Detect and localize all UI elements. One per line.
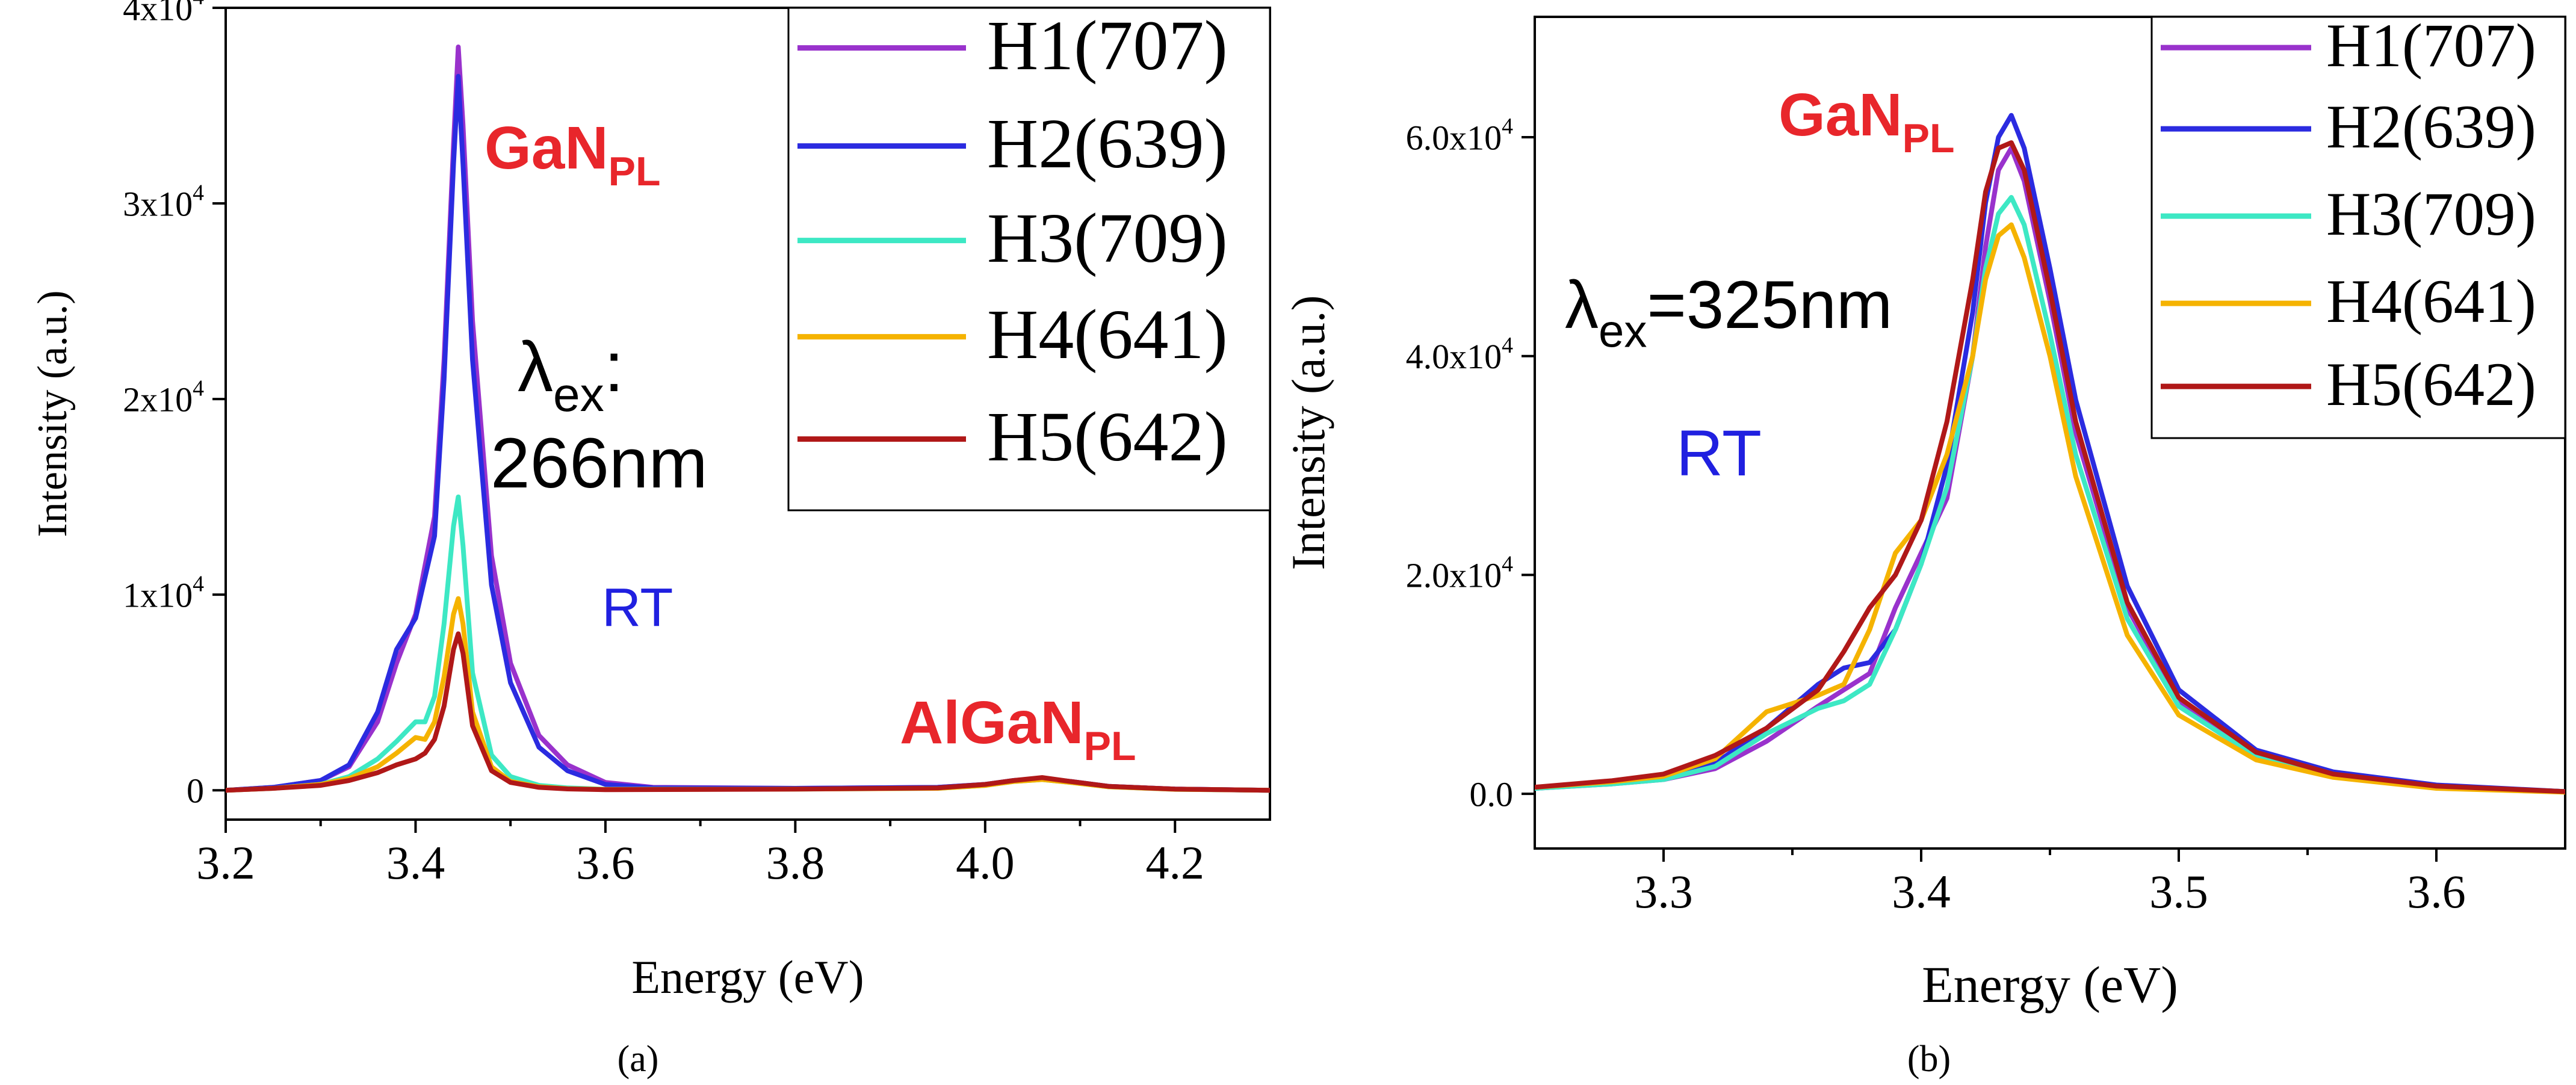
y-tick-label: 3x104 [123,180,204,223]
annotation-subscript: ex [1599,306,1647,357]
legend: H1(707) H2(639) H3(709) H4(641) H5(642) [787,6,1271,512]
y-tick-label: 4x104 [123,0,204,28]
annotation: λex=325nm [1565,267,1892,357]
annotation-text: λ [1565,267,1599,342]
annotation-text: AlGaN [900,689,1084,756]
chart-a: 3.23.43.63.84.04.201x1042x1043x1044x104E… [29,0,1271,1080]
y-tick-label: 0 [187,771,204,811]
y-tick-exponent: 4 [193,571,204,596]
legend-label: H5(642) [2326,350,2536,419]
annotation-text: λ [518,327,553,407]
panel-caption: (b) [1907,1039,1951,1080]
legend-label: H4(641) [2326,267,2536,336]
annotation-text: RT [602,578,673,638]
y-tick-exponent: 4 [1502,333,1513,358]
annotation-line2: 266nm [491,424,708,503]
x-axis-label: Energy (eV) [1922,956,2178,1013]
x-tick-label: 3.4 [386,836,445,889]
annotation-suffix: : [604,327,624,407]
legend-label: H3(709) [2326,180,2536,249]
annotation-text: RT [1676,416,1762,489]
series-line-H5(642) [226,631,1270,793]
y-tick-exponent: 4 [1502,114,1513,139]
y-tick-label: 1x104 [123,571,204,614]
x-tick-label: 3.8 [766,836,825,889]
legend-label: H2(639) [987,104,1228,183]
y-tick-base: 0 [187,771,204,811]
annotation-subscript: PL [1903,116,1955,161]
series-line-H5(642) [1535,140,2565,794]
y-tick-base: 2.0x10 [1406,556,1502,595]
y-tick-exponent: 4 [193,180,204,205]
legend-label: H2(639) [2326,93,2536,161]
chart-b: 3.3 3.4 3.5 3.60.02.0x1044.0x1046.0x104Ener… [1282,11,2566,1080]
annotation: λex: [518,327,624,422]
y-tick-exponent: 4 [1502,552,1513,577]
x-tick-label: 4.2 [1146,836,1205,889]
y-tick-label: 2x104 [123,376,204,419]
annotation-subscript: PL [608,149,661,194]
annotation: GaNPL [1779,81,1955,161]
y-tick-base: 6.0x10 [1406,118,1502,157]
x-tick-label: 3.6 [2407,865,2466,918]
annotation-subscript: ex [553,368,604,422]
panel-caption: (a) [618,1039,659,1080]
x-tick-label: 4.0 [956,836,1015,889]
annotation-text: GaN [485,114,608,182]
legend: H1(707) H2(639) H3(709) H4(641) H5(642) [2150,11,2566,439]
series-group [1535,113,2565,795]
y-tick-base: 2x10 [123,380,193,419]
y-tick-base: 4.0x10 [1406,337,1502,376]
x-tick-label: 3.2 [196,836,255,889]
y-tick-base: 4x10 [123,0,193,28]
legend-box [2150,16,2566,439]
x-tick-label: 3.4 [1892,865,1951,918]
annotation: RT [1676,416,1762,489]
y-tick-base: 1x10 [123,575,193,614]
y-axis-label: Intensity (a.u.) [29,290,76,537]
x-axis-label: Energy (eV) [631,951,864,1003]
y-tick-label: 4.0x104 [1406,333,1514,376]
legend-label: H5(642) [987,397,1228,476]
y-tick-label: 0.0 [1470,774,1514,814]
annotation: GaNPL [485,114,661,194]
legend-label: H1(707) [987,6,1228,85]
annotation-suffix: =325nm [1647,267,1892,342]
y-tick-label: 2.0x104 [1406,552,1514,595]
legend-label: H4(641) [987,295,1228,374]
y-tick-exponent: 4 [193,0,204,10]
y-tick-label: 6.0x104 [1406,114,1514,157]
x-tick-label: 3.3 [1634,865,1693,918]
x-tick-label: 3.5 [2149,865,2208,918]
annotation-subscript: PL [1084,723,1136,769]
annotation-text: GaN [1779,81,1903,149]
series-line-H4(641) [1535,222,2565,795]
legend-label: H1(707) [2326,11,2536,80]
y-axis-label: Intensity (a.u.) [1282,295,1334,570]
y-tick-base: 3x10 [123,184,193,223]
annotation: AlGaNPL [900,689,1136,769]
legend-box [787,7,1271,512]
legend-label: H3(709) [987,199,1228,277]
y-tick-exponent: 4 [193,376,204,401]
series-group [226,45,1270,793]
annotation: RT [602,578,673,638]
x-tick-label: 3.6 [576,836,635,889]
y-tick-base: 0.0 [1470,774,1514,814]
